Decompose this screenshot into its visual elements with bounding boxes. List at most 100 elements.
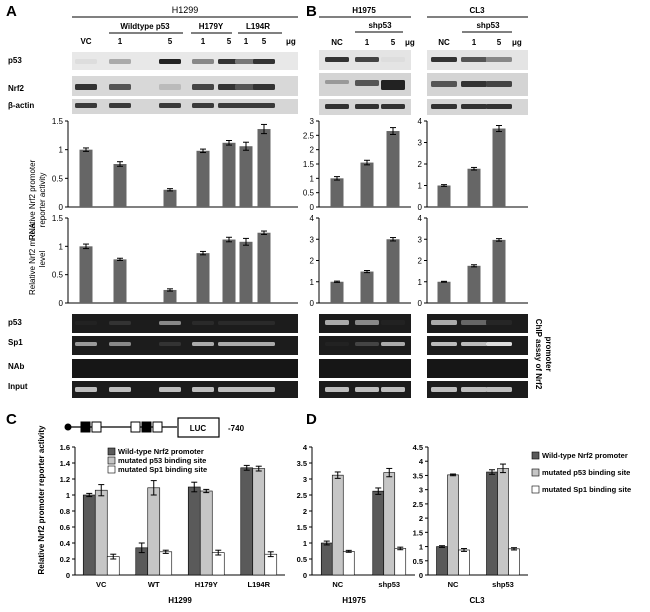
b-h1975-lane-1: 1 [365, 38, 370, 47]
x-tick-label: NC [448, 580, 459, 589]
blot-a-nrf2-band [159, 84, 181, 90]
panel-label-d: D [306, 411, 317, 428]
a-lane-wt1: 1 [118, 37, 123, 46]
blot-a-nrf2-band [253, 84, 275, 90]
blot-a-nrf2-band [109, 84, 131, 90]
y-tick-label: 3 [418, 139, 423, 148]
blot-b-h1975-p53-band [325, 57, 349, 62]
bar [467, 168, 481, 207]
gel-b-cl3-p53 [427, 314, 528, 333]
y-tick-label: 0.8 [60, 507, 70, 516]
bar [113, 259, 127, 303]
panel-label-c: C [6, 411, 17, 428]
bar [467, 265, 481, 303]
gel-b-h1975-sp1 [319, 336, 411, 355]
b-cl3-lane-1: 1 [472, 38, 477, 47]
a-chip-label-sp1: Sp1 [8, 338, 23, 347]
y-tick-label: 4 [303, 443, 308, 452]
gel-a-sp1-band [109, 342, 131, 346]
bar [79, 246, 93, 303]
blot-a-p53-bg [72, 52, 298, 70]
gel-a-sp1-band [75, 342, 97, 346]
a-mrna-ylabel-1: Relative Nrf2 mRNA [28, 222, 37, 295]
b-cl3-group: shp53 [476, 21, 500, 30]
y-tick-label: 1.5 [52, 214, 64, 223]
y-tick-label: 2 [418, 160, 423, 169]
bar [264, 553, 278, 576]
gel-a-input-band [159, 387, 181, 392]
y-tick-label: 0 [418, 203, 423, 212]
gel-a-p53 [72, 314, 298, 333]
a-lane-l194r1: 1 [244, 37, 249, 46]
y-tick-label: 2 [310, 257, 315, 266]
blot-a-actin-band [253, 103, 275, 108]
y-tick-label: 0.5 [413, 557, 423, 566]
gel-a-input-band [235, 387, 257, 392]
blot-a-actin-band [75, 103, 97, 108]
gel-a-input-band [109, 387, 131, 392]
gel-a-sp1-bg [72, 336, 298, 355]
y-tick-label: 1.5 [303, 160, 315, 169]
bar [360, 271, 374, 303]
gel-b-h1975-input [319, 381, 411, 398]
blot-b-h1975-nrf2-band [325, 80, 349, 84]
bar [386, 131, 400, 207]
bar [330, 281, 344, 303]
bar [239, 241, 253, 303]
blot-b-cl3-nrf2 [427, 73, 528, 96]
blot-a-actin-bg [72, 99, 298, 114]
y-tick-label: 1.4 [60, 459, 71, 468]
blot-a-nrf2-band [218, 84, 240, 90]
bar [320, 542, 333, 576]
gel-b-cl3-p53-band [461, 320, 487, 325]
c-legend-label: Wild-type Nrf2 promoter [118, 447, 204, 456]
blot-b-cl3-p53 [427, 50, 528, 70]
b-h1975-group: shp53 [368, 21, 392, 30]
gel-b-h1975-input-band [355, 387, 379, 392]
gel-a-sp1 [72, 336, 298, 355]
bar [252, 468, 266, 576]
c-sp1-site-2 [141, 421, 152, 433]
y-tick-label: 0.5 [52, 271, 64, 280]
blot-a-actin-band [192, 103, 214, 108]
gel-a-sp1-band [159, 342, 181, 346]
gel-b-cl3-sp1-band [486, 342, 512, 346]
bar [492, 128, 506, 207]
a-blot-label-nrf2: Nrf2 [8, 84, 25, 93]
gel-b-h1975-input-band [325, 387, 349, 392]
gel-b-cl3-input [427, 381, 528, 398]
blot-images [72, 50, 528, 398]
c-sp1-site-1 [80, 421, 91, 433]
y-tick-label: 1 [310, 278, 315, 287]
a-lane-h179y1: 1 [201, 37, 206, 46]
blot-a-p53 [72, 52, 298, 70]
blot-a-actin-band [218, 103, 240, 108]
blot-b-h1975-nrf2-band [381, 80, 405, 90]
gel-b-cl3-sp1 [427, 336, 528, 355]
y-tick-label: 0.2 [60, 555, 70, 564]
a-chip-label-p53: p53 [8, 318, 22, 327]
gel-a-p53-bg [72, 314, 298, 333]
d-h1975-xlabel: H1975 [342, 596, 366, 605]
a-promoter-ylabel-1: Relative Nrf2 promoter [28, 159, 37, 240]
bar-charts: 00.511.500.511.500.511.522.5301234012340… [52, 117, 528, 589]
blot-b-cl3-nrf2-band [431, 81, 457, 87]
c-legend-label: mutated p53 binding site [118, 456, 206, 465]
y-tick-label: 0 [303, 571, 307, 580]
blot-b-h1975-actin-band [355, 104, 379, 109]
y-tick-label: 1 [66, 491, 70, 500]
y-tick-label: 1.5 [52, 117, 64, 126]
bar [257, 232, 271, 303]
y-tick-label: 3 [310, 117, 315, 126]
bar [372, 490, 385, 576]
gel-a-p53-band [235, 321, 257, 325]
gel-b-h1975-nab-bg [319, 359, 411, 378]
blot-b-h1975-nrf2-band [355, 80, 379, 86]
bar [82, 494, 96, 576]
d-legend-label: mutated p53 binding site [542, 468, 630, 477]
blot-a-actin-band [235, 103, 257, 108]
b-h1975-lane-5: 5 [391, 38, 396, 47]
gel-b-cl3-p53-band [431, 320, 457, 325]
a-blot-label-p53: p53 [8, 56, 22, 65]
bar [211, 552, 225, 576]
